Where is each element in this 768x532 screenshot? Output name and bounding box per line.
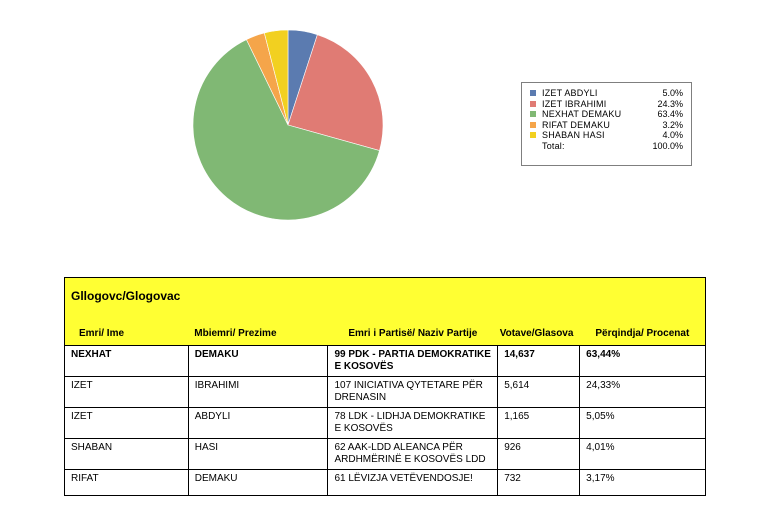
results-table: Gllogovc/Glogovac Emri/ Ime Mbiemri/ Pre… [64, 277, 706, 496]
legend-value: 3.2% [662, 119, 683, 130]
legend-item: SHABAN HASI 4.0% [530, 130, 683, 141]
cell-party: 99 PDK - PARTIA DEMOKRATIKE E KOSOVËS [327, 345, 499, 377]
legend-label: SHABAN HASI [542, 130, 605, 140]
table-row: IZET ABDYLI 78 LDK - LIDHJA DEMOKRATIKE … [64, 407, 706, 439]
table-row: IZET IBRAHIMI 107 INICIATIVA QYTETARE PË… [64, 376, 706, 408]
cell-first-name: IZET [64, 376, 189, 408]
cell-percent: 63,44% [579, 345, 706, 377]
cell-first-name: RIFAT [64, 469, 189, 496]
header-first-name: Emri/ Ime [64, 311, 189, 346]
legend-swatch [530, 121, 536, 128]
table-header-row: Emri/ Ime Mbiemri/ Prezime Emri i Partis… [64, 311, 706, 346]
pie-slice-nexhat-demaku [192, 39, 380, 221]
table-row: NEXHAT DEMAKU 99 PDK - PARTIA DEMOKRATIK… [64, 345, 706, 377]
legend-item: IZET ABDYLI 5.0% [530, 88, 683, 99]
legend-value: 63.4% [657, 109, 683, 119]
legend-label: IZET ABDYLI [542, 88, 598, 98]
cell-party: 62 AAK-LDD ALEANCA PËR ARDHMËRINË E KOSO… [327, 438, 499, 470]
cell-votes: 1,165 [497, 407, 581, 439]
header-party: Emri i Partisë/ Naziv Partije [327, 311, 498, 346]
cell-first-name: IZET [64, 407, 189, 439]
cell-party: 78 LDK - LIDHJA DEMOKRATIKE E KOSOVËS [327, 407, 499, 439]
chart-legend: IZET ABDYLI 5.0% IZET IBRAHIMI 24.3% NEX… [521, 82, 692, 166]
table-row: SHABAN HASI 62 AAK-LDD ALEANCA PËR ARDHM… [64, 438, 706, 470]
cell-percent: 3,17% [579, 469, 706, 496]
legend-total-label: Total: [542, 140, 565, 151]
legend-value: 5.0% [662, 88, 683, 98]
cell-votes: 14,637 [497, 345, 581, 377]
cell-last-name: ABDYLI [187, 407, 329, 439]
legend-swatch [530, 90, 536, 97]
legend-label: IZET IBRAHIMI [542, 98, 607, 109]
cell-last-name: DEMAKU [187, 345, 329, 377]
cell-percent: 5,05% [579, 407, 706, 439]
cell-last-name: DEMAKU [187, 469, 329, 496]
cell-percent: 4,01% [579, 438, 706, 470]
cell-votes: 732 [497, 469, 581, 496]
cell-last-name: HASI [187, 438, 329, 470]
cell-first-name: SHABAN [64, 438, 189, 470]
header-votes: Votave/Glasova [497, 311, 580, 346]
cell-votes: 5,614 [497, 376, 581, 408]
legend-label: NEXHAT DEMAKU [542, 109, 622, 119]
legend-total-value: 100.0% [652, 140, 683, 151]
legend-swatch [530, 100, 536, 107]
cell-percent: 24,33% [579, 376, 706, 408]
header-percent: Përqindja/ Procenat [579, 311, 706, 346]
legend-label: RIFAT DEMAKU [542, 119, 611, 130]
table-title: Gllogovc/Glogovac [64, 277, 706, 312]
legend-value: 4.0% [662, 130, 683, 140]
cell-party: 61 LËVIZJA VETËVENDOSJE! [327, 469, 499, 496]
cell-first-name: NEXHAT [64, 345, 189, 377]
pie-chart [192, 29, 384, 221]
legend-swatch [530, 111, 536, 118]
pie-slice-izet-ibrahimi [287, 34, 384, 151]
header-last-name: Mbiemri/ Prezime [188, 311, 328, 346]
table-title-row: Gllogovc/Glogovac [64, 277, 706, 312]
legend-item: RIFAT DEMAKU 3.2% [530, 120, 683, 131]
cell-votes: 926 [497, 438, 581, 470]
legend-swatch [530, 132, 536, 139]
legend-value: 24.3% [657, 98, 683, 109]
pie-slice-shaban-hasi [263, 29, 289, 126]
legend-item: NEXHAT DEMAKU 63.4% [530, 109, 683, 120]
legend-total: Total: 100.0% [530, 141, 683, 152]
cell-party: 107 INICIATIVA QYTETARE PËR DRENASIN [327, 376, 499, 408]
legend-item: IZET IBRAHIMI 24.3% [530, 99, 683, 110]
cell-last-name: IBRAHIMI [187, 376, 329, 408]
table-row: RIFAT DEMAKU 61 LËVIZJA VETËVENDOSJE! 73… [64, 469, 706, 496]
